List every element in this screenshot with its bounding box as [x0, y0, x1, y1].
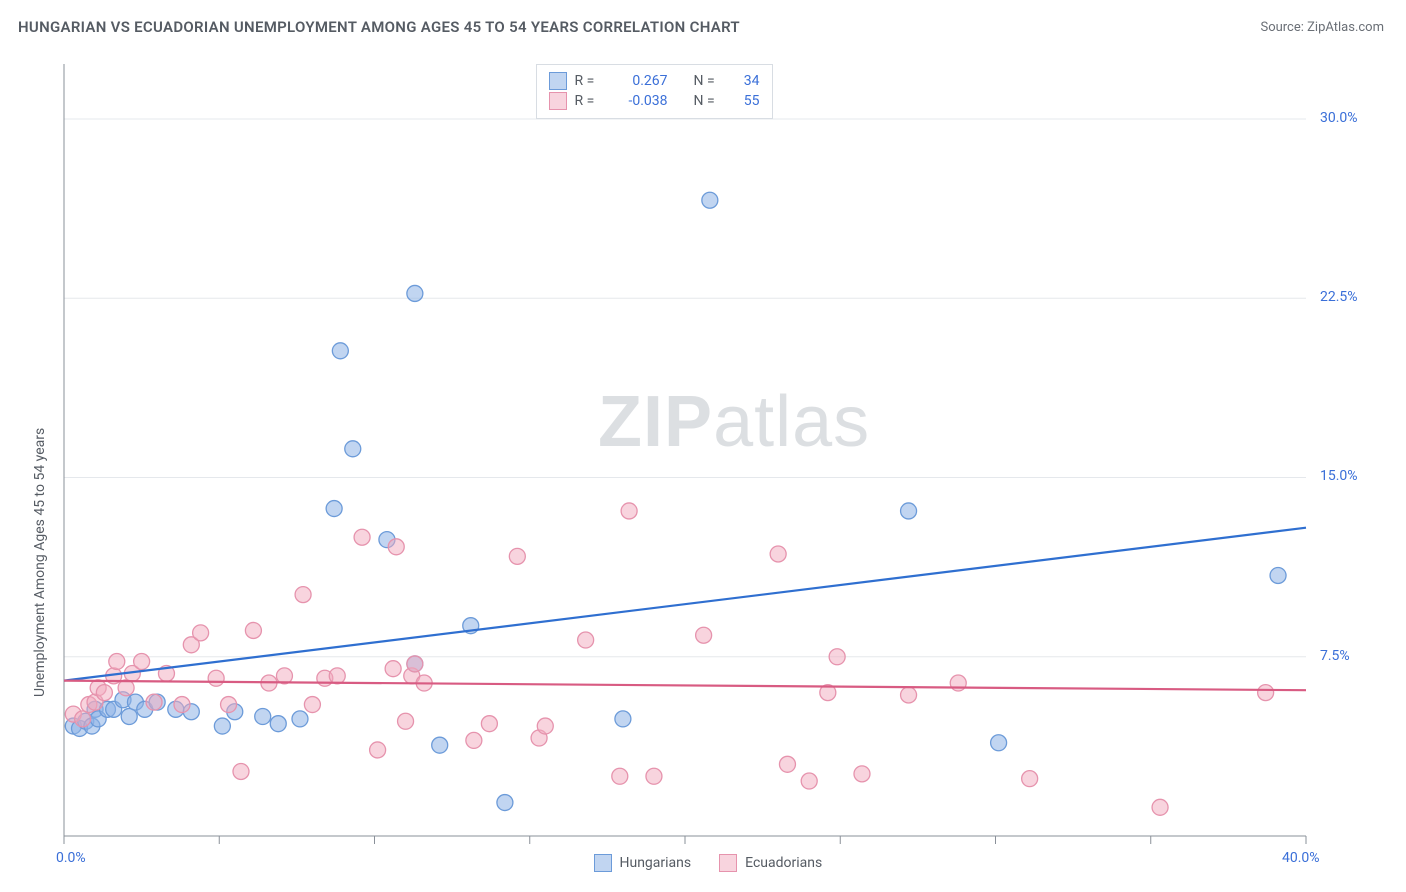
- stats-n-label: N =: [694, 73, 724, 89]
- stats-n-value: 34: [732, 73, 760, 89]
- chart-area: Unemployment Among Ages 45 to 54 years Z…: [18, 46, 1388, 870]
- legend-label: Hungarians: [620, 855, 692, 871]
- stats-r-value: 0.267: [613, 73, 668, 89]
- chart-svg: [18, 46, 1388, 870]
- ytick-label: 7.5%: [1320, 648, 1350, 664]
- stats-n-value: 55: [732, 93, 760, 109]
- stats-row: R = 0.267 N = 34: [549, 72, 760, 90]
- legend-swatch: [719, 854, 737, 872]
- stats-r-label: R =: [575, 93, 605, 109]
- stats-row: R = -0.038 N = 55: [549, 92, 760, 110]
- legend-item: Hungarians: [594, 854, 692, 872]
- bottom-legend: Hungarians Ecuadorians: [594, 854, 823, 872]
- ytick-label: 15.0%: [1320, 468, 1358, 484]
- stats-n-label: N =: [694, 93, 724, 109]
- stats-legend-box: R = 0.267 N = 34 R = -0.038 N = 55: [536, 64, 773, 119]
- stats-r-value: -0.038: [613, 93, 668, 109]
- legend-label: Ecuadorians: [745, 855, 822, 871]
- stats-r-label: R =: [575, 73, 605, 89]
- legend-swatch: [549, 92, 567, 110]
- source-label: Source: ZipAtlas.com: [1260, 20, 1384, 35]
- x-corner-bottom-right: 40.0%: [1282, 850, 1320, 866]
- legend-swatch: [594, 854, 612, 872]
- x-corner-bottom-left: 0.0%: [56, 850, 86, 866]
- y-axis-label: Unemployment Among Ages 45 to 54 years: [32, 428, 48, 697]
- legend-swatch: [549, 72, 567, 90]
- chart-title: HUNGARIAN VS ECUADORIAN UNEMPLOYMENT AMO…: [18, 18, 740, 36]
- legend-item: Ecuadorians: [719, 854, 822, 872]
- ytick-label: 22.5%: [1320, 289, 1358, 305]
- ytick-label: 30.0%: [1320, 110, 1358, 126]
